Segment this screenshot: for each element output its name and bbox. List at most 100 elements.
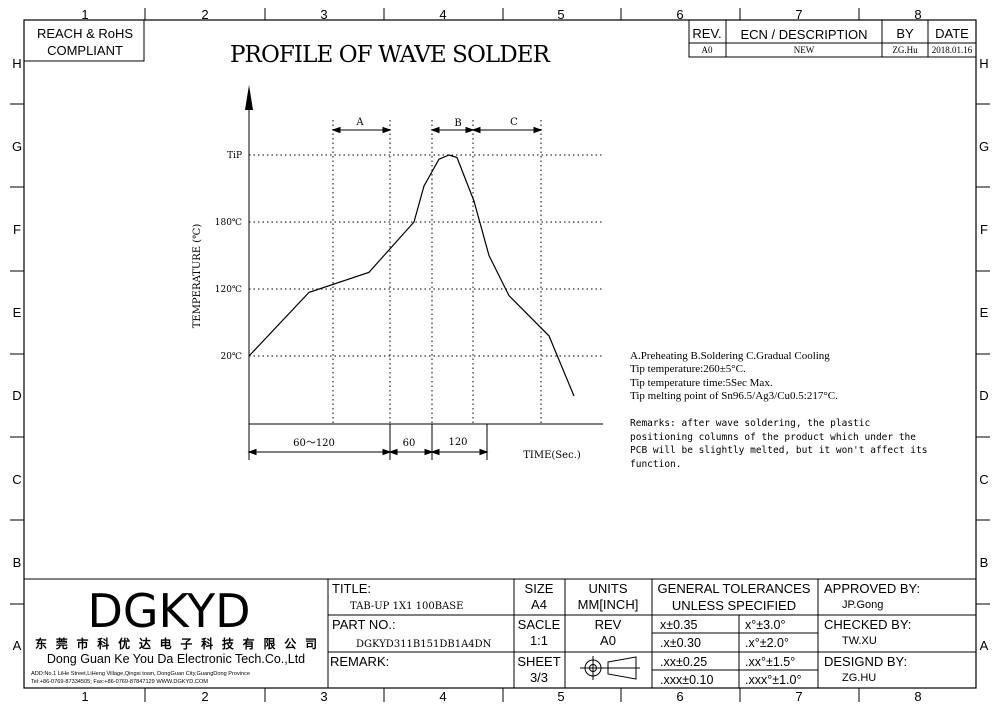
tolerance-angular-3: .xxx°±1.0° [745,673,801,687]
col-label-6-top: 6 [676,7,683,22]
compliance-line-2: COMPLIANT [47,43,123,58]
company-contact: Tel:+86-0769-87334505; Fax:+86-0769-8784… [31,679,208,685]
col-label-4-bottom: 4 [439,689,446,704]
y-tick-label-180: 180℃ [215,218,242,228]
designed-value: ZG.HU [842,672,876,684]
row-label-e-right: E [980,305,989,320]
company-name-en: Dong Guan Ke You Da Electronic Tech.Co.,… [47,652,305,666]
tolerance-heading-2: UNLESS SPECIFIED [672,598,796,613]
y-tick-label-tip: TiP [227,151,242,161]
size-value: A4 [531,597,547,612]
row-label-e-left: E [13,305,22,320]
row-label-d-right: D [979,388,988,403]
col-label-7-bottom: 7 [795,689,802,704]
company-logo: DGKYD [87,584,250,638]
rev-value: A0 [702,45,713,55]
row-label-g-right: G [979,139,989,154]
compliance-line-1: REACH & RoHS [37,26,133,41]
col-label-8-bottom: 8 [914,689,921,704]
col-label-2-bottom: 2 [201,689,208,704]
scale-label: SACLE [518,617,561,632]
row-label-c-left: C [12,472,21,487]
units-value: MM[INCH] [578,597,639,612]
tolerance-angular-2: .xx°±1.5° [745,655,795,669]
checked-value: TW.XU [842,635,877,647]
rev-block-value: A0 [600,633,616,648]
title-label: TITLE: [332,581,371,596]
part-number: DGKYD311B151DB1A4DN [356,639,492,650]
row-label-g-left: G [12,139,22,154]
row-label-a-right: A [980,638,989,653]
col-label-4-top: 4 [439,7,446,22]
units-label: UNITS [589,581,628,596]
ecn-header: ECN / DESCRIPTION [740,27,867,42]
remark-line-3: PCB will be slightly melted, but it won'… [630,445,927,456]
duration-label-solder: 120 [448,437,467,448]
by-value: ZG.Hu [892,45,918,55]
by-header: BY [896,26,914,41]
size-label: SIZE [525,581,554,596]
row-label-b-left: B [13,555,22,570]
duration-label-preheat: 60～120 [293,438,335,449]
col-label-7-top: 7 [795,7,802,22]
col-label-2-top: 2 [201,7,208,22]
col-label-5-bottom: 5 [557,689,564,704]
row-label-b-right: B [980,555,989,570]
note-zones: A.Preheating B.Soldering C.Gradual Cooli… [630,350,830,362]
row-label-h-left: H [12,56,21,71]
y-axis-label: TEMPERATURE (℃) [192,224,203,329]
company-name-cn: 东 莞 市 科 优 达 电 子 科 技 有 限 公 司 [35,636,317,651]
row-label-f-left: F [13,222,21,237]
sheet-value: 3/3 [530,670,548,685]
remark-line-2: positioning columns of the product which… [630,432,916,443]
row-label-c-right: C [979,472,988,487]
tolerance-angular-0: x°±3.0° [745,618,786,632]
approved-label: APPROVED BY: [824,581,920,596]
note-tip-temperature: Tip temperature:260±5°C. [630,363,746,375]
col-label-1-bottom: 1 [81,689,88,704]
designed-label: DESIGND BY: [824,654,907,669]
title-value: TAB-UP 1X1 100BASE [350,601,463,612]
tolerance-angular-1: .x°±2.0° [745,636,789,650]
col-label-1-top: 1 [81,7,88,22]
page-title: PROFILE OF WAVE SOLDER [230,42,551,68]
tolerance-linear-0: x±0.35 [660,618,697,632]
col-label-3-top: 3 [320,7,327,22]
remark-line-1: Remarks: after wave soldering, the plast… [630,418,870,429]
checked-label: CHECKED BY: [824,617,911,632]
tolerance-linear-3: .xxx±0.10 [660,673,713,687]
date-value: 2018.01.16 [932,45,973,55]
col-label-5-top: 5 [557,7,564,22]
y-tick-label-120: 120℃ [215,285,242,295]
note-tip-time: Tip temperature time:5Sec Max. [630,377,773,389]
sheet-label: SHEET [517,654,560,669]
note-melting-point: Tip melting point of Sn96.5/Ag3/Cu0.5:21… [630,390,838,402]
col-label-3-bottom: 3 [320,689,327,704]
scale-value: 1:1 [530,633,548,648]
row-label-a-left: A [13,638,22,653]
col-label-8-top: 8 [914,7,921,22]
date-header: DATE [935,26,969,41]
remark-line-4: function. [630,459,681,470]
row-label-f-right: F [980,222,988,237]
y-tick-label-20: 20℃ [220,352,242,362]
remark-label: REMARK: [330,654,389,669]
x-axis-label: TIME(Sec.) [523,450,581,461]
ecn-value: NEW [794,45,815,55]
frame-ticks [10,8,990,702]
zone-label-c: C [510,117,518,128]
duration-label-transition: 60 [403,438,416,449]
row-label-h-right: H [979,56,988,71]
zone-label-a: A [355,117,364,128]
tolerance-linear-2: .xx±0.25 [660,655,707,669]
zone-label-b: B [454,118,461,129]
row-label-d-left: D [12,388,21,403]
solder-profile-chart [245,85,603,460]
profile-line-0 [248,154,575,397]
col-label-6-bottom: 6 [676,689,683,704]
tolerance-linear-1: .x±0.30 [660,636,701,650]
approved-value: JP.Gong [842,599,883,611]
company-address: ADD:No.1 LiHe Street,LiHeng Village,Qing… [31,671,250,677]
rev-label: REV [595,617,622,632]
